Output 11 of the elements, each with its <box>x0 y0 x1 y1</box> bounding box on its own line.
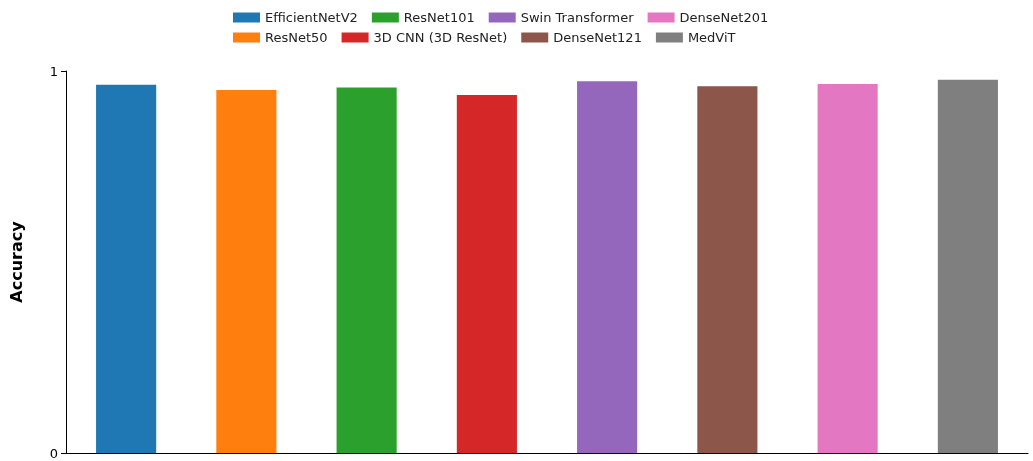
legend-label: 3D CNN (3D ResNet) <box>373 30 508 45</box>
y-axis-title: Accuracy <box>6 220 26 303</box>
y-tick-label: 0 <box>49 445 58 461</box>
y-tick-label: 1 <box>49 63 58 79</box>
legend-label: DenseNet201 <box>679 10 769 25</box>
legend-label: ResNet50 <box>265 30 328 45</box>
legend-label: MedViT <box>687 30 736 45</box>
legend-label: Swin Transformer <box>520 10 635 25</box>
legend-label: EfficientNetV2 <box>265 10 358 25</box>
legend-label: ResNet101 <box>403 10 475 25</box>
legend-label: DenseNet121 <box>553 30 642 45</box>
